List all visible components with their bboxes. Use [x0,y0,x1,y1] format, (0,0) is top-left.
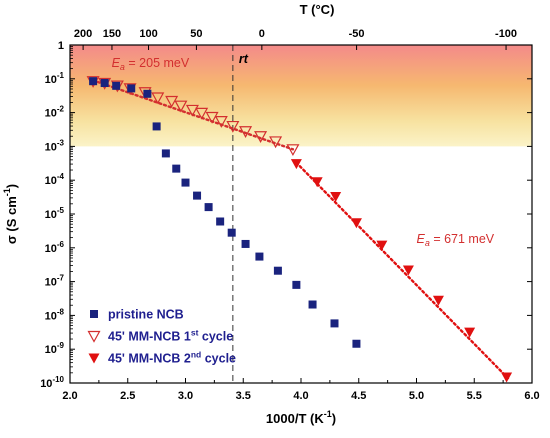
top-tick-label: 200 [74,28,92,40]
x-tick-label: 2.0 [62,390,77,402]
data-point [311,177,323,188]
data-point [193,191,202,200]
x-tick-label: 3.5 [236,390,251,402]
data-point [127,84,136,93]
legend-marker [90,310,98,318]
y-axis-title: σ (S cm-1) [2,184,19,244]
top-tick-label: 50 [190,28,202,40]
data-point [100,79,109,88]
top-tick-label: 100 [139,28,157,40]
series-0 [89,77,361,348]
data-point [161,149,170,158]
data-point [205,111,219,124]
y-tick-label: 10-9 [45,341,65,356]
data-point [255,252,264,261]
data-point [89,77,98,86]
data-point [152,122,161,131]
legend-marker [88,353,100,364]
data-point [151,92,165,105]
y-tick-label: 10-10 [40,375,64,390]
data-point [214,116,228,128]
y-tick-label: 10-2 [45,105,65,120]
x-tick-label: 3.0 [178,390,193,402]
x-axis-title: 1000/T (K-1) [266,409,336,426]
data-point [112,81,121,90]
x-tick-label: 5.0 [409,390,424,402]
data-point [269,136,283,149]
legend-marker [87,330,101,343]
rt-label: rt [239,52,249,66]
data-point [330,319,339,328]
y-tick-label: 10-4 [45,172,65,187]
data-point [227,228,236,237]
y-tick-label: 10-3 [45,138,65,153]
y-tick-label: 10-1 [45,71,65,86]
top-tick-label: 0 [259,28,265,40]
data-point [273,266,282,275]
y-tick-label: 10-5 [45,206,65,221]
legend-label: 45' MM-NCB 1st cycle [108,328,233,344]
data-point [352,339,361,348]
x-tick-label: 6.0 [524,390,539,402]
data-point [239,126,253,139]
data-point [464,327,476,338]
y-tick-label: 1 [58,40,64,52]
top-tick-label: -50 [349,28,365,40]
legend-label: pristine NCB [108,308,184,322]
legend: pristine NCB 45' MM-NCB 1st cycle 45' MM-N… [87,308,236,366]
data-point [185,104,199,117]
fit-ea-671-line [295,161,511,381]
data-point [350,218,362,229]
y-tick-label: 10-8 [45,307,65,322]
data-point [241,239,250,248]
top-axis-title: T (°C) [300,2,335,17]
data-point [204,203,213,212]
data-point [292,280,301,289]
top-tick-label: -100 [495,28,517,40]
x-tick-label: 4.0 [293,390,308,402]
data-point [195,107,209,120]
data-point [165,95,179,108]
data-point [254,131,268,143]
x-tick-label: 2.5 [120,390,135,402]
legend-label: 45' MM-NCB 2nd cycle [108,350,236,366]
data-point [432,295,444,306]
data-point [330,191,342,202]
top-tick-label: 150 [103,28,121,40]
x-tick-label: 4.5 [351,390,366,402]
data-point [174,100,188,113]
data-point [308,300,317,309]
data-point [181,178,190,187]
series-2 [290,159,513,383]
data-point [501,372,513,383]
data-point [226,120,240,133]
data-point [216,217,225,226]
x-tick-label: 5.5 [467,390,482,402]
ea-671-label: Ea = 671 meV [417,232,495,248]
data-point [402,265,414,276]
data-point [290,159,302,170]
ea-205-label: Ea = 205 meV [112,56,190,72]
data-point [143,89,152,98]
data-point [286,144,300,157]
y-tick-label: 10-7 [45,274,65,289]
data-point [172,164,181,173]
y-tick-label: 10-6 [45,240,65,255]
data-point [376,240,388,251]
